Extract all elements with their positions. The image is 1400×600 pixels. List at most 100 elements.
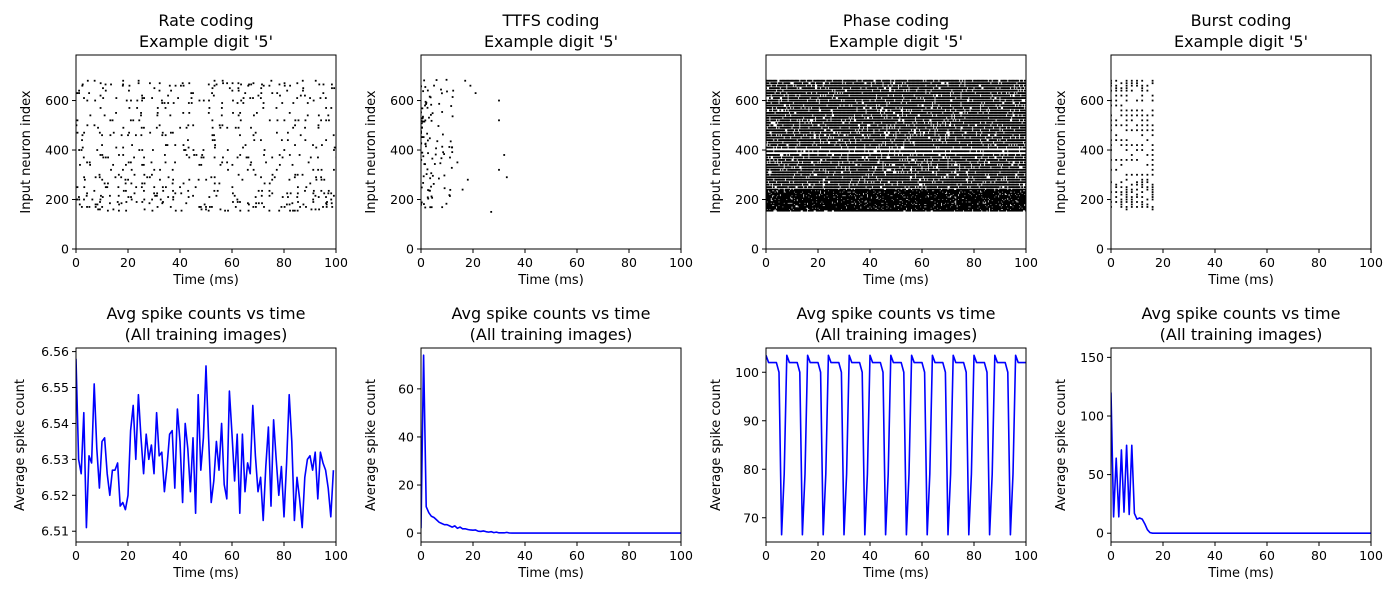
spike-point — [120, 176, 123, 179]
spike-point — [888, 198, 891, 201]
spike-point — [857, 183, 860, 186]
spike-point — [843, 203, 845, 206]
spike-point — [897, 197, 900, 200]
spike-point — [930, 191, 932, 193]
spike-point — [915, 176, 918, 179]
spike-point — [870, 173, 873, 176]
spike-point — [966, 192, 969, 195]
spike-point — [1019, 193, 1022, 196]
spike-point — [817, 197, 819, 200]
spike-point — [980, 176, 983, 179]
spike-point — [866, 176, 869, 179]
spike-point — [809, 178, 812, 181]
spike-point — [908, 183, 910, 186]
spike-point — [171, 168, 174, 171]
spike-point — [901, 199, 904, 202]
spike-point — [326, 201, 328, 203]
spike-point — [869, 204, 871, 207]
spike-point — [978, 188, 981, 191]
spike-point — [806, 204, 809, 207]
spike-point — [776, 198, 779, 201]
spike-point — [983, 178, 986, 181]
spike-point — [141, 163, 144, 166]
spike-point — [791, 189, 793, 192]
spike-point — [888, 202, 891, 205]
spike-point — [997, 176, 1000, 179]
spike-point — [1001, 181, 1004, 184]
spike-point — [1014, 198, 1017, 201]
spike-point — [440, 157, 443, 160]
spike-point — [926, 183, 929, 186]
spike-point — [1023, 197, 1026, 200]
spike-point — [804, 209, 806, 212]
spike-point — [421, 159, 423, 161]
spike-point — [996, 208, 999, 211]
spike-point — [948, 188, 951, 191]
spike-point — [897, 201, 900, 203]
spike-point — [996, 203, 999, 206]
spike-point — [958, 178, 961, 181]
spike-point — [801, 197, 804, 200]
spike-point — [227, 209, 229, 212]
spike-point — [951, 196, 953, 198]
spike-point — [901, 202, 904, 205]
spike-point — [771, 192, 774, 195]
spike-point — [129, 161, 132, 164]
spike-point — [835, 186, 838, 189]
spike-point — [990, 192, 992, 195]
spike-point — [789, 204, 792, 207]
spike-point — [94, 206, 97, 208]
spike-point — [831, 203, 834, 206]
spike-point — [913, 189, 916, 192]
spike-point — [796, 183, 799, 186]
spike-point — [818, 171, 821, 174]
spike-point — [785, 197, 788, 200]
spike-point — [912, 188, 914, 191]
spike-point — [143, 182, 146, 185]
spike-point — [850, 204, 853, 207]
spike-point — [104, 83, 107, 86]
spike-point — [806, 189, 809, 192]
spike-point — [938, 186, 940, 189]
spike-point — [1006, 196, 1009, 198]
spike-point — [853, 192, 856, 195]
spike-point — [76, 186, 79, 189]
spike-point — [845, 208, 848, 211]
spike-point — [422, 115, 424, 118]
spike-point — [908, 193, 910, 196]
spike-point — [923, 192, 926, 195]
spike-point — [887, 207, 890, 210]
spike-point — [239, 209, 242, 212]
spike-point — [865, 189, 867, 192]
spike-point — [827, 196, 830, 198]
spike-point — [1014, 188, 1017, 191]
spike-point — [1014, 191, 1017, 193]
spike-point — [89, 163, 91, 166]
spike-point — [809, 199, 812, 202]
spike-point — [819, 208, 822, 211]
spike-point — [854, 173, 857, 176]
spike-point — [865, 209, 867, 212]
spike-point — [892, 183, 895, 186]
spike-point — [856, 191, 858, 193]
spike-point — [970, 203, 973, 206]
spike-point — [888, 188, 891, 191]
spike-point — [926, 203, 929, 206]
spike-point — [1012, 209, 1014, 212]
spike-point — [910, 173, 913, 176]
spike-point — [987, 194, 990, 197]
spike-point — [780, 197, 783, 200]
spike-point — [951, 186, 953, 189]
spike-point — [927, 178, 930, 181]
spike-point — [909, 197, 912, 200]
spike-point — [801, 178, 804, 181]
spike-point — [1022, 191, 1025, 193]
spike-point — [904, 183, 906, 186]
spike-point — [843, 191, 845, 193]
spike-point — [934, 183, 936, 186]
spike-point — [925, 201, 927, 203]
spike-point — [286, 139, 289, 142]
spike-point — [828, 206, 831, 208]
spike-point — [1018, 178, 1021, 181]
spike-point — [889, 198, 892, 201]
